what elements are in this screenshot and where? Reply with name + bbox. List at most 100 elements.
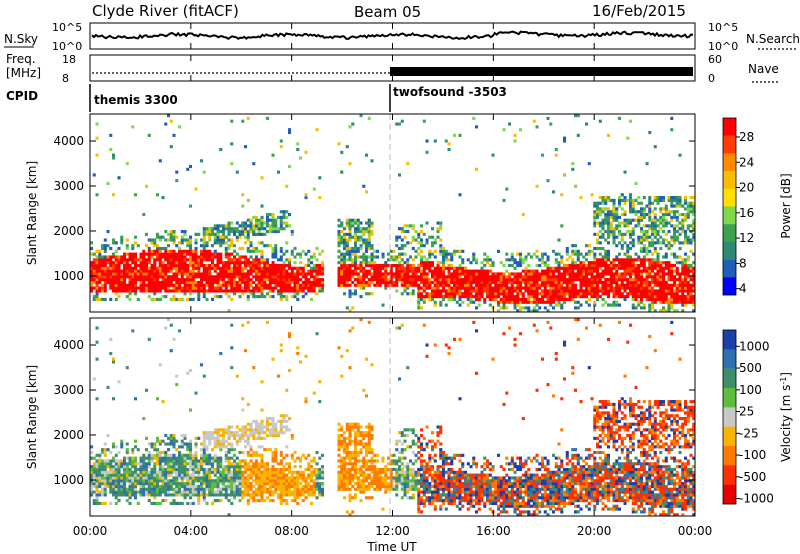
heatmap-cell xyxy=(455,278,459,282)
heatmap-cell xyxy=(244,462,248,466)
heatmap-cell xyxy=(197,462,201,466)
heatmap-cell xyxy=(145,388,149,392)
heatmap-cell xyxy=(343,244,347,248)
heatmap-cell xyxy=(120,439,124,443)
heatmap-cell xyxy=(601,280,605,285)
heatmap-cell xyxy=(117,269,121,273)
heatmap-cell xyxy=(667,300,671,304)
heatmap-cell xyxy=(128,297,132,301)
heatmap-cell xyxy=(238,266,242,270)
heatmap-cell xyxy=(191,493,195,497)
heatmap-cell xyxy=(634,295,638,299)
heatmap-cell xyxy=(631,227,635,231)
heatmap-cell xyxy=(612,235,616,239)
heatmap-cell xyxy=(260,283,264,287)
heatmap-cell xyxy=(200,490,204,494)
heatmap-cell xyxy=(469,295,473,299)
heatmap-cell xyxy=(164,266,168,270)
heatmap-cell xyxy=(112,470,116,474)
heatmap-cell xyxy=(640,280,644,285)
heatmap-cell xyxy=(411,280,415,285)
heatmap-cell xyxy=(92,272,96,276)
heatmap-cell xyxy=(477,278,481,282)
heatmap-cell xyxy=(615,269,619,273)
heatmap-cell xyxy=(178,493,182,497)
heatmap-cell xyxy=(156,246,160,251)
heatmap-cell xyxy=(574,184,578,188)
heatmap-cell xyxy=(557,263,561,268)
heatmap-cell xyxy=(186,462,190,466)
heatmap-cell xyxy=(202,476,206,480)
heatmap-cell xyxy=(95,272,99,276)
heatmap-cell xyxy=(631,269,635,273)
heatmap-cell xyxy=(684,286,688,290)
heatmap-cell xyxy=(147,269,151,273)
heatmap-cell xyxy=(571,286,575,290)
heatmap-cell xyxy=(524,269,528,273)
heatmap-cell xyxy=(631,278,635,282)
heatmap-cell xyxy=(92,173,96,177)
heatmap-cell xyxy=(373,261,377,265)
heatmap-cell xyxy=(142,459,146,463)
heatmap-cell xyxy=(191,275,195,279)
heatmap-cell xyxy=(101,255,105,259)
heatmap-cell xyxy=(664,204,668,208)
heatmap-cell xyxy=(651,295,655,299)
heatmap-cell xyxy=(219,445,223,449)
heatmap-cell xyxy=(420,280,424,285)
heatmap-cell xyxy=(180,278,184,282)
heatmap-cell xyxy=(362,229,366,234)
heatmap-cell xyxy=(645,272,649,276)
heatmap-cell xyxy=(134,459,138,463)
heatmap-cell xyxy=(618,241,622,245)
heatmap-cell xyxy=(675,283,679,287)
heatmap-cell xyxy=(208,453,212,457)
heatmap-cell xyxy=(422,286,426,290)
heatmap-cell xyxy=(653,266,657,270)
heatmap-cell xyxy=(637,283,641,287)
heatmap-cell xyxy=(290,252,294,256)
heatmap-cell xyxy=(384,278,388,282)
heatmap-cell xyxy=(607,263,611,268)
heatmap-cell xyxy=(153,479,157,483)
heatmap-cell xyxy=(109,269,113,273)
heatmap-cell xyxy=(114,258,118,262)
heatmap-cell xyxy=(164,263,168,268)
heatmap-cell xyxy=(205,255,209,259)
heatmap-cell xyxy=(607,213,611,217)
heatmap-cell xyxy=(120,442,124,446)
heatmap-cell xyxy=(620,272,624,276)
heatmap-cell xyxy=(582,278,586,282)
heatmap-cell xyxy=(233,476,237,480)
heatmap-cell xyxy=(172,278,176,282)
heatmap-cell xyxy=(156,289,160,293)
heatmap-cell xyxy=(125,269,129,273)
heatmap-cell xyxy=(90,467,94,472)
heatmap-cell xyxy=(598,235,602,239)
heatmap-cell xyxy=(579,263,583,268)
heatmap-cell xyxy=(136,467,140,472)
heatmap-cell xyxy=(370,232,374,236)
heatmap-cell xyxy=(213,289,217,293)
heatmap-cell xyxy=(101,462,105,466)
heatmap-cell xyxy=(406,269,410,273)
heatmap-cell xyxy=(659,207,663,211)
heatmap-cell xyxy=(678,275,682,279)
heatmap-cell xyxy=(211,229,215,234)
heatmap-cell xyxy=(453,252,457,256)
heatmap-cell xyxy=(312,283,316,287)
heatmap-cell xyxy=(222,266,226,270)
heatmap-cell xyxy=(626,286,630,290)
heatmap-cell xyxy=(98,473,102,477)
heatmap-cell xyxy=(134,487,138,491)
heatmap-cell xyxy=(653,278,657,282)
heatmap-cell xyxy=(409,266,413,270)
heatmap-cell xyxy=(400,272,404,276)
heatmap-cell xyxy=(607,289,611,293)
heatmap-cell xyxy=(103,238,107,242)
heatmap-cell xyxy=(238,286,242,290)
heatmap-cell xyxy=(117,266,121,270)
heatmap-cell xyxy=(246,297,250,301)
heatmap-cell xyxy=(213,459,217,463)
heatmap-cell xyxy=(277,289,281,293)
